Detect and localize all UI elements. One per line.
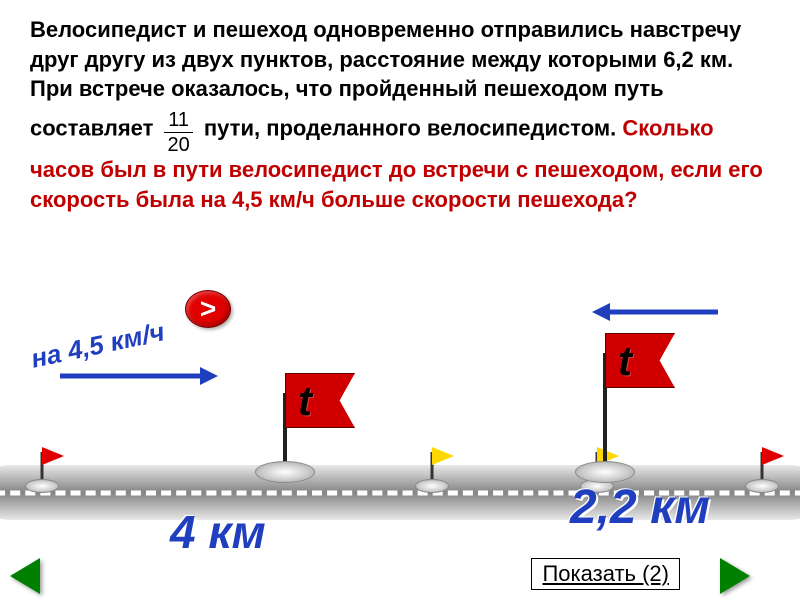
marker-mid-1 [415,445,449,493]
fraction-denominator: 20 [164,133,194,155]
chevron-symbol: > [200,293,216,325]
fraction: 11 20 [164,104,194,155]
t-label-cyclist: t [285,373,355,428]
problem-text: Велосипедист и пешеход одновременно отпр… [0,0,800,214]
marker-end [745,445,779,493]
show-button[interactable]: Показать (2) [531,558,680,590]
t-flag-pedestrian: t [570,328,640,483]
distance-cyclist: 4 км [170,505,266,559]
t-label-pedestrian: t [605,333,675,388]
nav-next-button[interactable] [720,558,750,594]
marker-start [25,445,59,493]
arrow-left-icon [590,300,720,324]
t-flag-cyclist: t [250,368,320,483]
problem-part2: пути, проделанного велосипедистом. [204,115,622,140]
cyclist-direction-icon: > [185,290,231,328]
arrow-right-icon [60,364,220,388]
fraction-numerator: 11 [164,110,193,133]
diagram-scene: > на 4,5 км/ч t t 4 км 2,2 км [0,290,800,600]
distance-pedestrian: 2,2 км [570,480,710,535]
nav-prev-button[interactable] [10,558,40,594]
